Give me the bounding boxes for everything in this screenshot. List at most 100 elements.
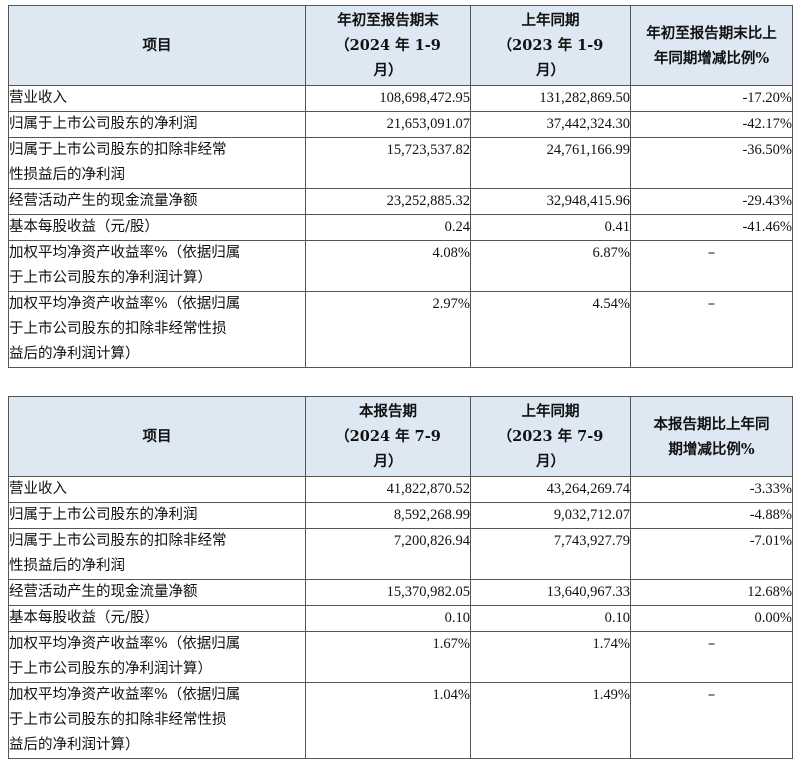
table-row: 营业收入 108,698,472.95 131,282,869.50 -17.2… [8, 85, 793, 112]
prior-value: 43,264,269.74 [470, 476, 631, 503]
row-label: 经营活动产生的现金流量净额 [8, 579, 306, 606]
change-value: -36.50% [630, 137, 793, 189]
table-row: 归属于上市公司股东的扣除非经常 性损益后的净利润 15,723,537.82 2… [8, 137, 793, 189]
header-line: （2023 年 1-9 [497, 37, 604, 54]
label-line: 加权平均净资产收益率%（依据归属 [9, 296, 241, 312]
prior-value: 1.49% [470, 682, 631, 759]
prior-value: 9,032,712.07 [470, 502, 631, 529]
current-value: 2.97% [305, 291, 471, 368]
label-line: 性损益后的净利润 [9, 558, 125, 574]
current-value: 0.10 [305, 605, 471, 632]
label-line: 营业收入 [9, 90, 67, 106]
table-row: 归属于上市公司股东的净利润 8,592,268.99 9,032,712.07 … [8, 502, 793, 529]
header-current-period: 年初至报告期末 （2024 年 1-9 月） [305, 5, 471, 86]
label-line: 于上市公司股东的净利润计算） [9, 270, 212, 286]
header-line: 年初至报告期末 [337, 12, 439, 29]
table-row: 加权平均净资产收益率%（依据归属 于上市公司股东的净利润计算） 4.08% 6.… [8, 240, 793, 292]
prior-value: 1.74% [470, 631, 631, 683]
label-line: 归属于上市公司股东的净利润 [9, 507, 198, 523]
current-value: 23,252,885.32 [305, 188, 471, 215]
header-line: 年初至报告期末比上 [646, 24, 777, 42]
row-label: 归属于上市公司股东的净利润 [8, 111, 306, 138]
prior-value: 13,640,967.33 [470, 579, 631, 606]
table-row: 经营活动产生的现金流量净额 23,252,885.32 32,948,415.9… [8, 188, 793, 215]
header-line: 月） [536, 453, 565, 470]
current-value: 8,592,268.99 [305, 502, 471, 529]
current-value: 7,200,826.94 [305, 528, 471, 580]
change-value: 0.00% [630, 605, 793, 632]
header-line: 上年同期 [521, 403, 580, 420]
label-line: 性损益后的净利润 [9, 167, 125, 183]
change-value: -42.17% [630, 111, 793, 138]
ytd-financial-table: 项目 年初至报告期末 （2024 年 1-9 月） 上年同期 （2023 年 1… [8, 5, 793, 368]
current-value: 4.08% [305, 240, 471, 292]
header-line: 期增减比例% [668, 440, 755, 458]
current-value: 15,370,982.05 [305, 579, 471, 606]
header-line: 年同期增减比例% [653, 49, 770, 67]
label-line: 于上市公司股东的扣除非经常性损 [9, 712, 227, 728]
label-line: 经营活动产生的现金流量净额 [9, 193, 198, 209]
label-line: 加权平均净资产收益率%（依据归属 [9, 636, 241, 652]
header-line: 月） [536, 62, 565, 79]
table-header-row: 项目 年初至报告期末 （2024 年 1-9 月） 上年同期 （2023 年 1… [8, 5, 793, 86]
label-line: 营业收入 [9, 481, 67, 497]
header-line: 本报告期比上年同 [653, 415, 770, 433]
change-value: -41.46% [630, 214, 793, 241]
change-value: -3.33% [630, 476, 793, 503]
header-prior-period: 上年同期 （2023 年 1-9 月） [470, 5, 631, 86]
table-row: 经营活动产生的现金流量净额 15,370,982.05 13,640,967.3… [8, 579, 793, 606]
label-line: 归属于上市公司股东的扣除非经常 [9, 533, 227, 549]
change-value: – [630, 240, 793, 292]
header-line: （2023 年 7-9 [497, 428, 604, 445]
header-current-period: 本报告期 （2024 年 7-9 月） [305, 396, 471, 477]
label-line: 加权平均净资产收益率%（依据归属 [9, 687, 241, 703]
row-label: 归属于上市公司股东的扣除非经常 性损益后的净利润 [8, 137, 306, 189]
row-label: 加权平均净资产收益率%（依据归属 于上市公司股东的净利润计算） [8, 631, 306, 683]
change-value: – [630, 291, 793, 368]
row-label: 归属于上市公司股东的净利润 [8, 502, 306, 529]
current-value: 41,822,870.52 [305, 476, 471, 503]
row-label: 归属于上市公司股东的扣除非经常 性损益后的净利润 [8, 528, 306, 580]
header-line: （2024 年 7-9 [335, 428, 441, 445]
prior-value: 0.41 [470, 214, 631, 241]
label-line: 归属于上市公司股东的净利润 [9, 116, 198, 132]
label-line: 加权平均净资产收益率%（依据归属 [9, 245, 241, 261]
row-label: 营业收入 [8, 476, 306, 503]
header-line: 月） [373, 62, 403, 79]
label-line: 益后的净利润计算） [9, 346, 140, 362]
header-prior-period: 上年同期 （2023 年 7-9 月） [470, 396, 631, 477]
row-label: 基本每股收益（元/股） [8, 605, 306, 632]
change-value: -29.43% [630, 188, 793, 215]
current-value: 21,653,091.07 [305, 111, 471, 138]
row-label: 经营活动产生的现金流量净额 [8, 188, 306, 215]
header-change-ratio: 本报告期比上年同 期增减比例% [630, 396, 793, 477]
prior-value: 24,761,166.99 [470, 137, 631, 189]
prior-value: 6.87% [470, 240, 631, 292]
header-line: 本报告期 [359, 403, 417, 420]
change-value: 12.68% [630, 579, 793, 606]
header-line: 上年同期 [521, 12, 580, 29]
prior-value: 32,948,415.96 [470, 188, 631, 215]
table-row: 基本每股收益（元/股） 0.24 0.41 -41.46% [8, 214, 793, 241]
prior-value: 37,442,324.30 [470, 111, 631, 138]
change-value: -4.88% [630, 502, 793, 529]
label-line: 基本每股收益（元/股） [9, 219, 159, 235]
header-item: 项目 [8, 5, 306, 86]
row-label: 加权平均净资产收益率%（依据归属 于上市公司股东的扣除非经常性损 益后的净利润计… [8, 682, 306, 759]
label-line: 经营活动产生的现金流量净额 [9, 584, 198, 600]
label-line: 归属于上市公司股东的扣除非经常 [9, 142, 227, 158]
change-value: -7.01% [630, 528, 793, 580]
prior-value: 7,743,927.79 [470, 528, 631, 580]
label-line: 益后的净利润计算） [9, 737, 140, 753]
current-value: 1.67% [305, 631, 471, 683]
header-line: （2024 年 1-9 [335, 37, 441, 54]
prior-value: 131,282,869.50 [470, 85, 631, 112]
table-row: 归属于上市公司股东的净利润 21,653,091.07 37,442,324.3… [8, 111, 793, 138]
current-value: 108,698,472.95 [305, 85, 471, 112]
table-row: 基本每股收益（元/股） 0.10 0.10 0.00% [8, 605, 793, 632]
label-line: 于上市公司股东的扣除非经常性损 [9, 321, 227, 337]
row-label: 基本每股收益（元/股） [8, 214, 306, 241]
header-line: 月） [373, 453, 403, 470]
table-row: 归属于上市公司股东的扣除非经常 性损益后的净利润 7,200,826.94 7,… [8, 528, 793, 580]
table-row: 加权平均净资产收益率%（依据归属 于上市公司股东的扣除非经常性损 益后的净利润计… [8, 291, 793, 368]
